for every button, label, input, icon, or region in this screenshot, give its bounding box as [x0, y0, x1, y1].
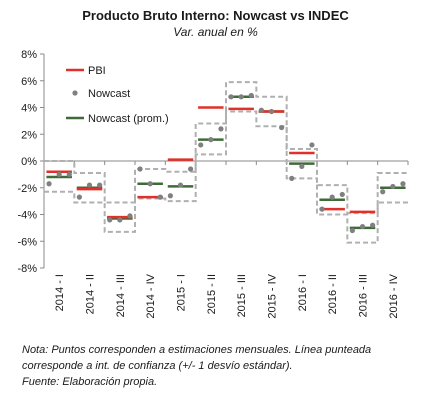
y-tick-label: 2% — [21, 129, 37, 141]
x-tick-label: 2016 - IV — [388, 273, 400, 318]
nowcast-point — [97, 182, 103, 188]
legend-label: PBI — [88, 65, 106, 77]
chart-notes: Nota: Puntos corresponden a estimaciones… — [22, 342, 422, 390]
nowcast-point — [127, 213, 133, 219]
nowcast-point — [76, 194, 82, 200]
nowcast-point — [329, 194, 335, 200]
y-tick-label: -8% — [17, 263, 37, 275]
nowcast-point — [279, 124, 285, 131]
nowcast-point — [86, 182, 93, 188]
nowcast-point — [56, 171, 62, 177]
nowcast-point — [339, 191, 345, 198]
nowcast-point — [147, 181, 153, 187]
y-tick-label: -6% — [17, 236, 37, 248]
nowcast-point — [349, 227, 355, 234]
axes: -8% -6% -4% -2% 0% 2% 4% 6% 8% 2014 - I 2014 - II 2… — [17, 49, 409, 319]
nowcast-point — [289, 175, 295, 181]
nowcast-point — [400, 181, 406, 187]
x-tick-label: 2014 - II — [85, 274, 97, 314]
lower-band-line — [44, 110, 408, 244]
y-tick-label: 6% — [21, 76, 37, 88]
chart-plot: -8% -6% -4% -2% 0% 2% 4% 6% 8% 2014 - I 2014 - II 2… — [17, 49, 409, 319]
x-tick-label: 2015 - IV — [267, 273, 279, 318]
legend: PBI Nowcast Nowcast (prom.) — [66, 65, 169, 125]
y-tick-label: 8% — [21, 49, 37, 61]
x-tick-label: 2014 - I — [54, 274, 66, 311]
nowcast-point — [268, 108, 275, 115]
nowcast-point — [359, 223, 366, 230]
nowcast-point — [309, 142, 315, 148]
x-tick-label: 2015 - III — [236, 274, 248, 317]
chart-subtitle: Var. anual en % — [173, 25, 258, 39]
nowcast-point — [218, 126, 224, 132]
nowcast-point — [117, 217, 123, 223]
nowcast-point — [167, 193, 173, 199]
nowcast-point — [157, 194, 163, 200]
chart-title: Producto Bruto Interno: Nowcast vs INDEC — [82, 8, 349, 23]
nowcast-point — [188, 166, 194, 172]
note-line-3: Fuente: Elaboración propia. — [22, 376, 158, 388]
nowcast-point — [177, 182, 184, 188]
x-tick-label: 2016 - II — [327, 274, 339, 314]
x-tick-label: 2014 - III — [115, 274, 127, 317]
x-tick-label: 2015 - I — [176, 274, 188, 311]
nowcast-point — [238, 94, 244, 100]
nowcast-point — [390, 183, 396, 190]
x-tick-label: 2016 - I — [297, 274, 309, 311]
nowcast-point — [137, 166, 143, 172]
y-tick-label: -4% — [17, 210, 37, 222]
nowcast-point — [66, 171, 72, 177]
nowcast-point — [198, 142, 204, 148]
nowcast-points — [46, 92, 406, 234]
nowcast-point — [299, 163, 305, 169]
quarter-marks — [46, 95, 406, 230]
nowcast-point — [370, 222, 376, 228]
y-tick-label: 0% — [21, 156, 37, 168]
nowcast-point — [46, 181, 52, 187]
legend-label: Nowcast — [88, 88, 130, 100]
nowcast-point — [208, 137, 214, 143]
nowcast-point — [319, 206, 325, 212]
x-tick-label: 2016 - III — [358, 274, 370, 317]
y-tick-label: 4% — [21, 103, 37, 115]
legend-label: Nowcast (prom.) — [88, 113, 169, 125]
nowcast-point — [107, 217, 113, 223]
x-tick-label: 2015 - II — [206, 274, 218, 314]
note-line-2: corresponde a int. de confianza (+/- 1 d… — [22, 360, 293, 372]
nowcast-point — [258, 107, 264, 113]
upper-band-line — [44, 81, 408, 215]
nowcast-point — [380, 189, 386, 195]
nowcast-point — [228, 94, 234, 100]
nowcast-point — [248, 92, 254, 99]
y-tick-label: -2% — [17, 183, 37, 195]
note-line-1: Nota: Puntos corresponden a estimaciones… — [22, 344, 372, 356]
confidence-bands — [44, 81, 408, 244]
legend-swatch — [72, 90, 78, 96]
x-tick-label: 2014 - IV — [145, 273, 157, 318]
